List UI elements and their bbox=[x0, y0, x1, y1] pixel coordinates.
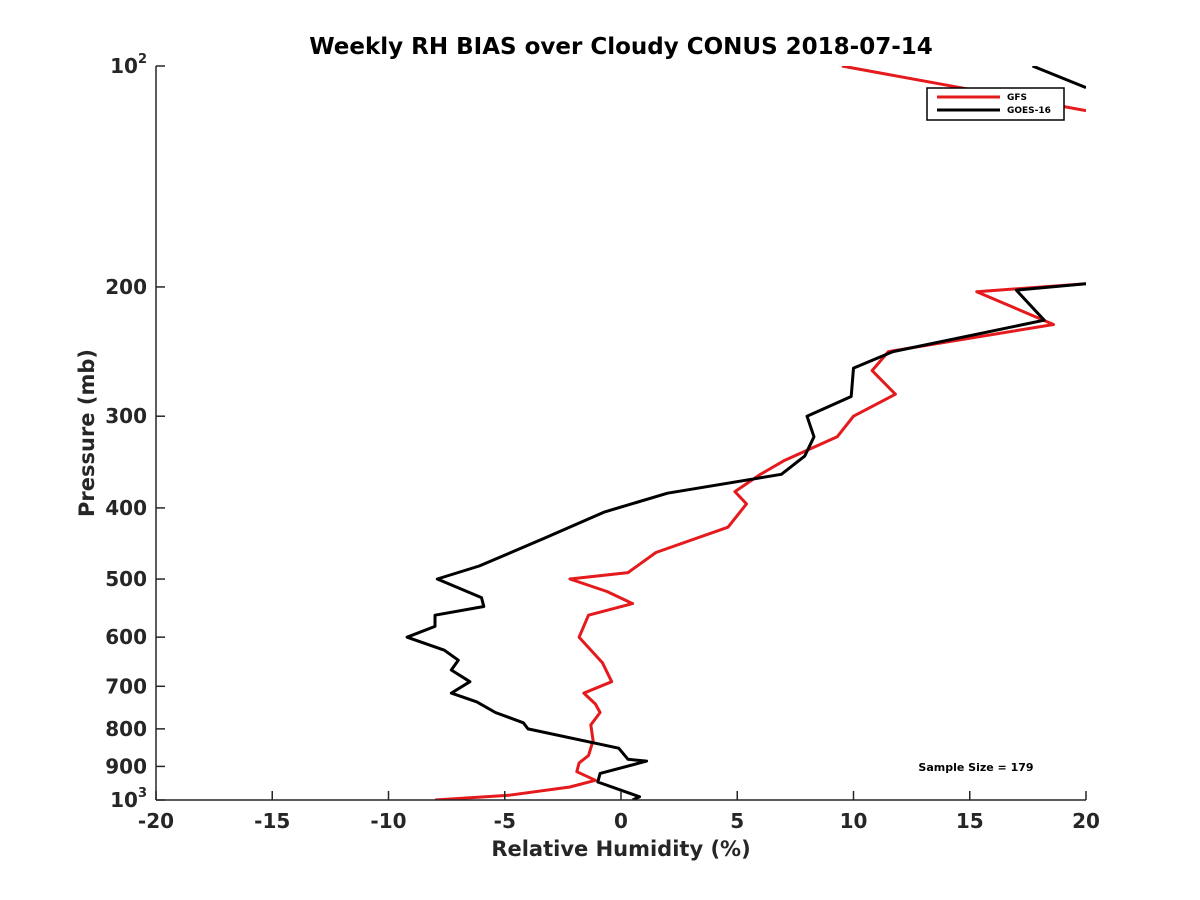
x-tick-label: -10 bbox=[370, 809, 406, 833]
x-tick-label: 10 bbox=[840, 809, 868, 833]
y-tick-label: 700 bbox=[105, 674, 147, 698]
y-tick-label: 600 bbox=[105, 625, 147, 649]
x-tick-label: -15 bbox=[254, 809, 290, 833]
y-tick-label: 200 bbox=[105, 275, 147, 299]
y-tick-label: 400 bbox=[105, 496, 147, 520]
y-tick-label: 103 bbox=[110, 786, 147, 812]
series-line-goes16-segment-1 bbox=[405, 282, 1086, 800]
y-axis-label: Pressure (mb) bbox=[75, 349, 99, 517]
legend: GFS GOES-16 bbox=[926, 87, 1065, 121]
x-tick-label: -5 bbox=[494, 809, 516, 833]
series-line-gfs-segment-1 bbox=[434, 282, 1086, 800]
series-layer bbox=[405, 66, 1086, 800]
x-tick-label: 20 bbox=[1072, 809, 1100, 833]
x-tick-label: -20 bbox=[138, 809, 174, 833]
legend-box bbox=[926, 87, 1065, 121]
y-tick-label: 102 bbox=[110, 52, 147, 78]
y-tick-label: 300 bbox=[105, 404, 147, 428]
legend-label-gfs: GFS bbox=[1007, 93, 1027, 103]
x-ticks: -20 -15 -10 -5 0 5 10 15 20 bbox=[138, 791, 1100, 833]
y-tick-label: 900 bbox=[105, 754, 147, 778]
chart-title: Weekly RH BIAS over Cloudy CONUS 2018-07… bbox=[309, 34, 933, 60]
x-tick-label: 5 bbox=[730, 809, 744, 833]
x-tick-label: 0 bbox=[614, 809, 628, 833]
sample-size-annotation: Sample Size = 179 bbox=[918, 761, 1033, 774]
legend-label-goes16: GOES-16 bbox=[1007, 106, 1051, 116]
y-tick-label: 800 bbox=[105, 717, 147, 741]
y-tick-label: 500 bbox=[105, 567, 147, 591]
x-axis-label: Relative Humidity (%) bbox=[491, 837, 750, 861]
series-line-goes16-segment-0 bbox=[1031, 66, 1086, 89]
y-ticks: 102 200 300 400 500 600 700 800 900 103 bbox=[105, 52, 165, 812]
x-tick-label: 15 bbox=[956, 809, 984, 833]
